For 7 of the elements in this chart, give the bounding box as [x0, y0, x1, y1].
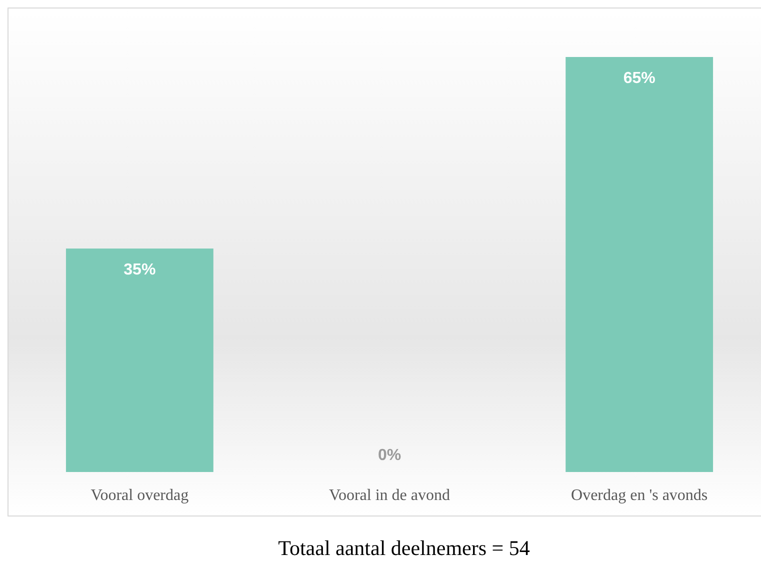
text: Totaal aantal deelnemers = 54 [278, 536, 530, 560]
data-label: 35% [124, 262, 156, 279]
data-label: 65% [623, 70, 656, 87]
x-tick-label: Overdag en 's avonds [571, 487, 708, 504]
data-label: 0% [378, 447, 402, 464]
x-tick-label: Vooral overdag [90, 487, 189, 504]
x-tick-label: Vooral in de avond [328, 487, 450, 504]
